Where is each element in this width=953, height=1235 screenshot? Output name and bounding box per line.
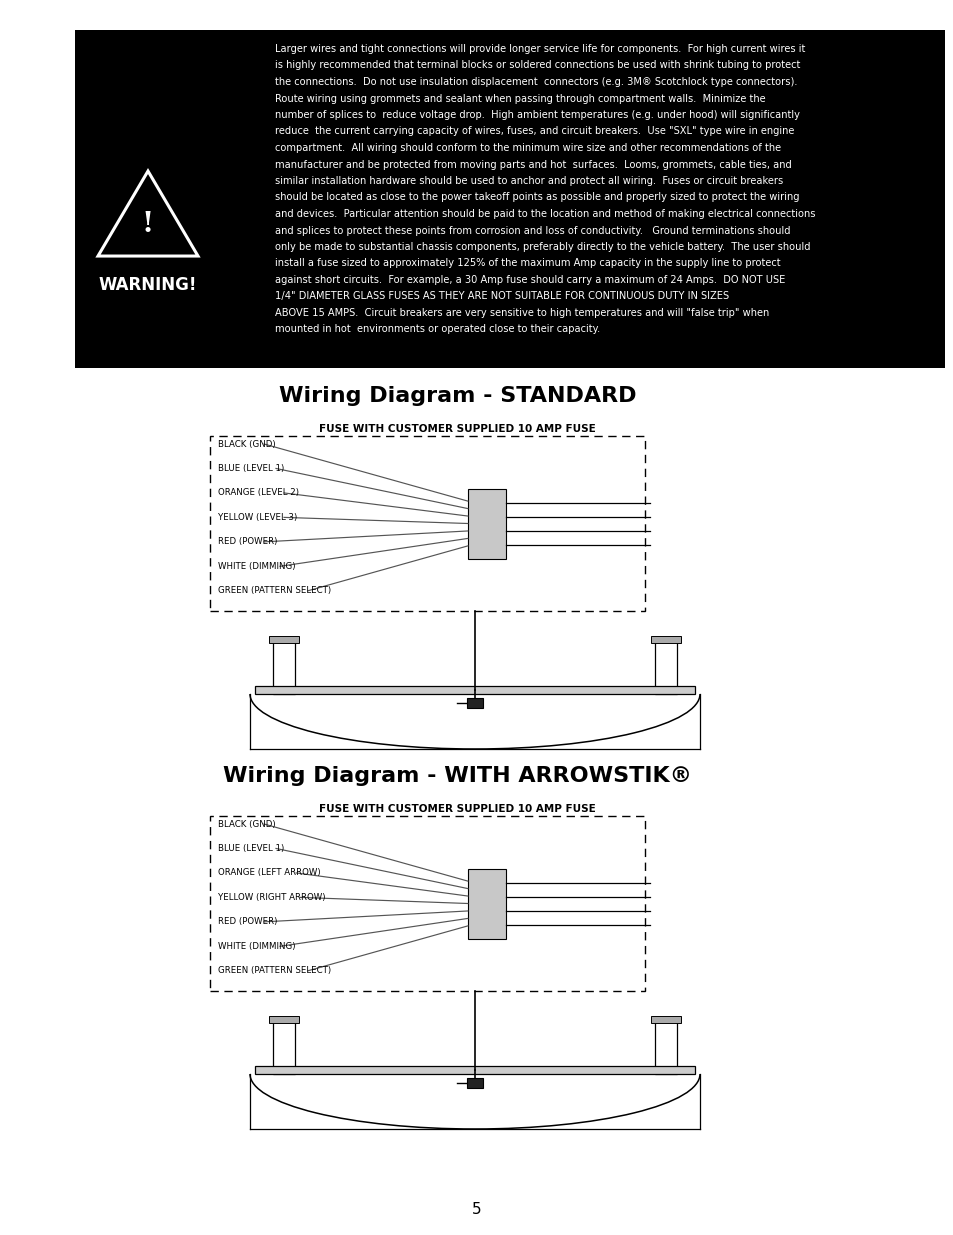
Text: BLACK (GND): BLACK (GND) [218,820,275,829]
Text: Larger wires and tight connections will provide longer service life for componen: Larger wires and tight connections will … [274,44,804,54]
Text: and devices.  Particular attention should be paid to the location and method of : and devices. Particular attention should… [274,209,815,219]
Bar [75,30,944,368]
Bar [210,436,644,611]
Bar [254,685,695,694]
Bar [467,1078,482,1088]
Bar [269,1016,298,1023]
Bar [254,1066,695,1074]
Bar [650,636,680,643]
Text: against short circuits.  For example, a 30 Amp fuse should carry a maximum of 24: against short circuits. For example, a 3… [274,275,784,285]
Text: FUSE WITH CUSTOMER SUPPLIED 10 AMP FUSE: FUSE WITH CUSTOMER SUPPLIED 10 AMP FUSE [319,804,596,814]
Text: 5: 5 [472,1202,481,1216]
Text: manufacturer and be protected from moving parts and hot  surfaces.  Looms, gromm: manufacturer and be protected from movin… [274,159,791,169]
Text: the connections.  Do not use insulation displacement  connectors (e.g. 3M® Scotc: the connections. Do not use insulation d… [274,77,797,86]
Text: only be made to substantial chassis components, preferably directly to the vehic: only be made to substantial chassis comp… [274,242,810,252]
Text: YELLOW (LEVEL 3): YELLOW (LEVEL 3) [218,513,297,522]
Text: ORANGE (LEVEL 2): ORANGE (LEVEL 2) [218,488,298,498]
Text: should be located as close to the power takeoff points as possible and properly : should be located as close to the power … [274,193,799,203]
Text: similar installation hardware should be used to anchor and protect all wiring.  : similar installation hardware should be … [274,177,782,186]
Bar [210,816,644,990]
Text: BLUE (LEVEL 1): BLUE (LEVEL 1) [218,464,284,473]
Text: ABOVE 15 AMPS.  Circuit breakers are very sensitive to high temperatures and wil: ABOVE 15 AMPS. Circuit breakers are very… [274,308,768,317]
Text: GREEN (PATTERN SELECT): GREEN (PATTERN SELECT) [218,966,331,976]
Text: Wiring Diagram - WITH ARROWSTIK®: Wiring Diagram - WITH ARROWSTIK® [223,766,691,785]
Bar [273,1019,294,1074]
Bar [655,638,677,694]
Text: FUSE WITH CUSTOMER SUPPLIED 10 AMP FUSE: FUSE WITH CUSTOMER SUPPLIED 10 AMP FUSE [319,424,596,433]
Bar [467,698,482,708]
Text: ORANGE (LEFT ARROW): ORANGE (LEFT ARROW) [218,868,320,877]
Text: !: ! [142,210,153,237]
Text: mounted in hot  environments or operated close to their capacity.: mounted in hot environments or operated … [274,325,599,335]
Text: install a fuse sized to approximately 125% of the maximum Amp capacity in the su: install a fuse sized to approximately 12… [274,258,780,268]
Text: WHITE (DIMMING): WHITE (DIMMING) [218,942,295,951]
Text: RED (POWER): RED (POWER) [218,918,277,926]
Bar [467,489,505,558]
Text: and splices to protect these points from corrosion and loss of conductivity.   G: and splices to protect these points from… [274,226,790,236]
Bar [269,636,298,643]
Bar [655,1019,677,1074]
Text: reduce  the current carrying capacity of wires, fuses, and circuit breakers.  Us: reduce the current carrying capacity of … [274,126,794,137]
Text: Route wiring using grommets and sealant when passing through compartment walls. : Route wiring using grommets and sealant … [274,94,765,104]
Text: RED (POWER): RED (POWER) [218,537,277,546]
Bar [273,638,294,694]
Text: WARNING!: WARNING! [99,277,197,294]
Text: Wiring Diagram - STANDARD: Wiring Diagram - STANDARD [278,387,636,406]
Text: BLUE (LEVEL 1): BLUE (LEVEL 1) [218,844,284,853]
Text: number of splices to  reduce voltage drop.  High ambient temperatures (e.g. unde: number of splices to reduce voltage drop… [274,110,800,120]
Text: compartment.  All wiring should conform to the minimum wire size and other recom: compartment. All wiring should conform t… [274,143,781,153]
Text: GREEN (PATTERN SELECT): GREEN (PATTERN SELECT) [218,587,331,595]
Text: BLACK (GND): BLACK (GND) [218,440,275,448]
Bar [650,1016,680,1023]
Text: YELLOW (RIGHT ARROW): YELLOW (RIGHT ARROW) [218,893,325,902]
Text: is highly recommended that terminal blocks or soldered connections be used with : is highly recommended that terminal bloc… [274,61,800,70]
Text: WHITE (DIMMING): WHITE (DIMMING) [218,562,295,571]
Bar [467,868,505,939]
Text: 1/4" DIAMETER GLASS FUSES AS THEY ARE NOT SUITABLE FOR CONTINUOUS DUTY IN SIZES: 1/4" DIAMETER GLASS FUSES AS THEY ARE NO… [274,291,728,301]
